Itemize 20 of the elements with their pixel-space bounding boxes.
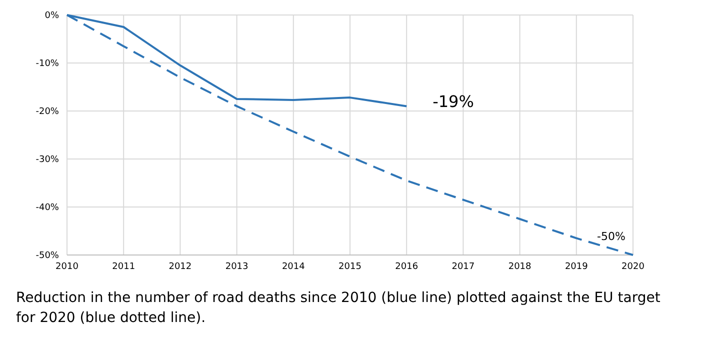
text: Reduction in the number of road deaths since 2010 (blue line) plotted against the EU target for 2020 (blue dotted line). [16,290,661,326]
annotation: -19% [432,92,474,112]
x-tick-label: 2020 [622,262,645,272]
x-tick-label: 2018 [508,262,532,272]
y-tick-label: 0% [44,11,60,22]
y-tick-label: -50% [36,251,60,262]
y-tick-label: -10% [36,59,60,70]
y-tick-label: -40% [36,203,60,214]
y-tick-label: -30% [36,155,60,166]
x-tick-label: 2014 [282,262,306,272]
x-tick-label: 2017 [452,262,475,272]
x-tick-label: 2019 [564,262,588,272]
x-tick-label: 2016 [395,262,418,272]
x-tick-label: 2015 [338,262,362,272]
x-tick-label: 2011 [112,262,136,272]
x-tick-label: 2012 [168,262,192,272]
y-tick-label: -20% [36,107,60,118]
x-tick-label: 2013 [225,262,248,272]
annotation: -50% [597,230,626,243]
x-tick-label: 2010 [56,262,79,272]
